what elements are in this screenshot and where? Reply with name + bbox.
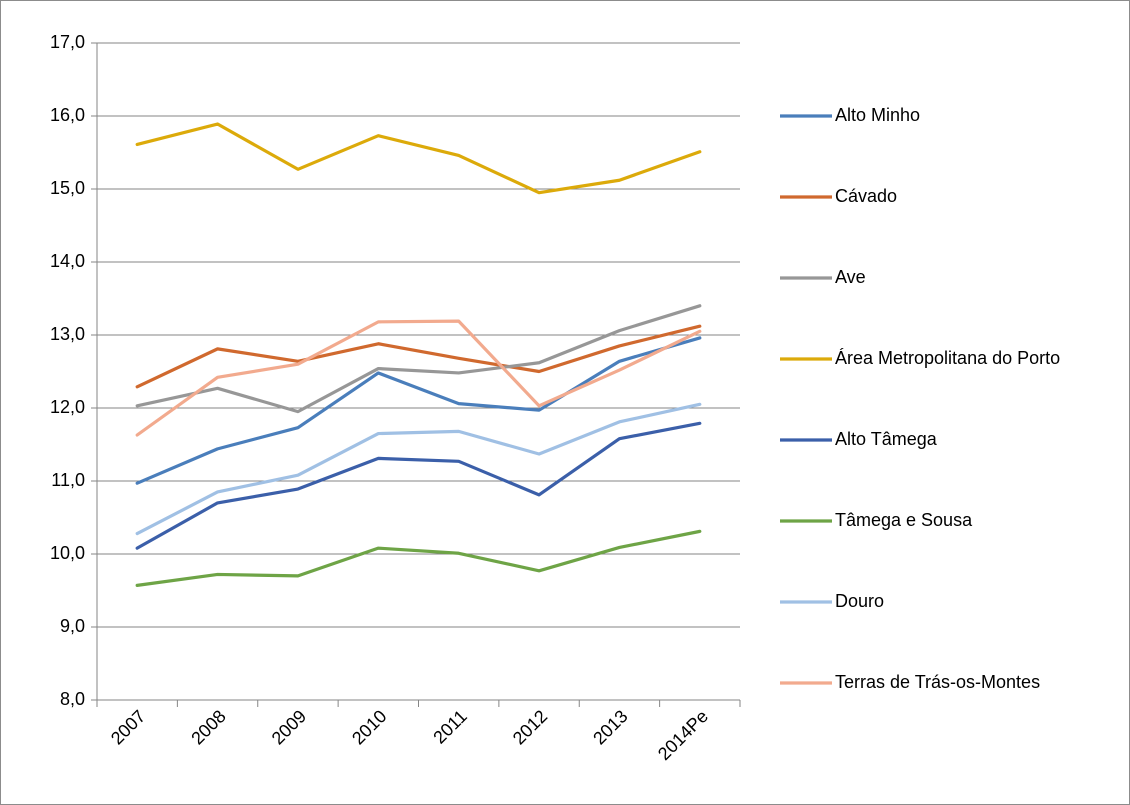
series-line bbox=[135, 319, 702, 437]
y-tick-label: 10,0 bbox=[50, 543, 85, 563]
y-tick-label: 9,0 bbox=[60, 616, 85, 636]
y-tick-label: 12,0 bbox=[50, 397, 85, 417]
legend-label: Alto Tâmega bbox=[835, 429, 938, 449]
y-tick-label: 16,0 bbox=[50, 105, 85, 125]
legend-label: Tâmega e Sousa bbox=[835, 510, 973, 530]
y-tick-label: 13,0 bbox=[50, 324, 85, 344]
legend-label: Área Metropolitana do Porto bbox=[835, 348, 1060, 368]
y-tick-label: 14,0 bbox=[50, 251, 85, 271]
series-line bbox=[135, 421, 702, 550]
legend-label: Ave bbox=[835, 267, 866, 287]
y-tick-label: 11,0 bbox=[51, 470, 85, 490]
series-line bbox=[135, 324, 702, 389]
legend-label: Alto Minho bbox=[835, 105, 920, 125]
y-tick-label: 17,0 bbox=[50, 32, 85, 52]
legend-label: Cávado bbox=[835, 186, 897, 206]
y-tick-label: 8,0 bbox=[60, 689, 85, 709]
series-line bbox=[135, 402, 702, 536]
series-line bbox=[135, 122, 702, 195]
series-line bbox=[135, 529, 702, 587]
y-tick-label: 15,0 bbox=[50, 178, 85, 198]
legend-label: Terras de Trás-os-Montes bbox=[835, 672, 1040, 692]
legend-label: Douro bbox=[835, 591, 884, 611]
series-line bbox=[135, 304, 702, 414]
series-line bbox=[135, 336, 702, 485]
